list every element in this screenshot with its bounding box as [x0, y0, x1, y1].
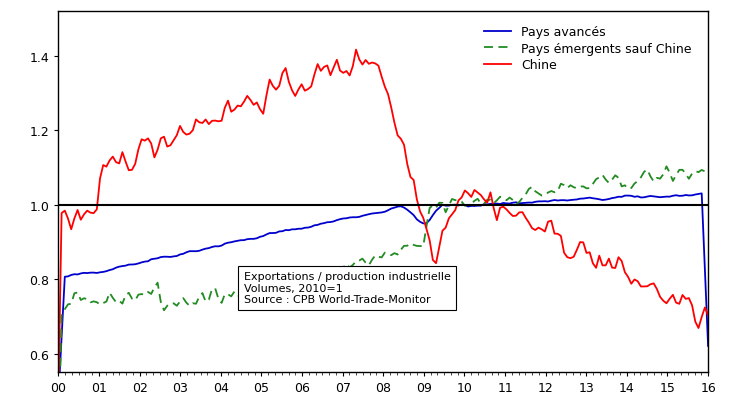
Pays émergents sauf Chine [662, 164, 671, 169]
Chine [227, 110, 236, 115]
Chine [704, 313, 712, 318]
Pays émergents sauf Chine [393, 252, 402, 257]
Chine [537, 227, 546, 232]
Pays avancés [227, 240, 236, 245]
Pays avancés [704, 344, 712, 348]
Pays émergents sauf Chine [704, 171, 712, 176]
Chine [54, 393, 63, 398]
Chine [352, 48, 361, 53]
Pays avancés [54, 395, 63, 400]
Text: Exportations / production industrielle
Volumes, 2010=1
Source : CPB World-Trade-: Exportations / production industrielle V… [244, 272, 450, 305]
Legend: Pays avancés, Pays émergents sauf Chine, Chine: Pays avancés, Pays émergents sauf Chine,… [480, 22, 696, 76]
Pays avancés [163, 255, 172, 260]
Line: Pays avancés: Pays avancés [58, 194, 708, 397]
Pays avancés [393, 204, 402, 209]
Pays émergents sauf Chine [124, 291, 133, 296]
Chine [396, 137, 405, 142]
Line: Pays émergents sauf Chine: Pays émergents sauf Chine [58, 167, 708, 409]
Pays avancés [697, 191, 706, 196]
Pays émergents sauf Chine [534, 191, 543, 196]
Chine [384, 92, 393, 97]
Chine [124, 169, 133, 173]
Chine [163, 145, 172, 150]
Pays émergents sauf Chine [163, 303, 172, 308]
Pays avancés [534, 200, 543, 204]
Pays émergents sauf Chine [380, 251, 389, 256]
Pays émergents sauf Chine [227, 294, 236, 299]
Line: Chine: Chine [58, 50, 708, 396]
Pays avancés [124, 263, 133, 267]
Pays avancés [380, 210, 389, 215]
